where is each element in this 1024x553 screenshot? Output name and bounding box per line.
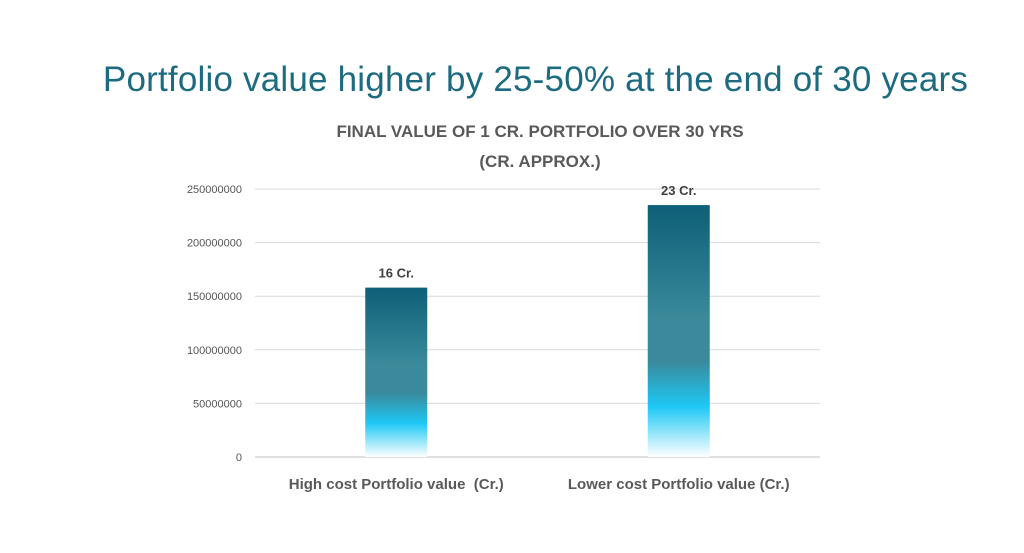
data-label: 23 Cr. bbox=[661, 183, 696, 198]
y-tick-label: 200000000 bbox=[187, 238, 242, 250]
y-tick-label: 250000000 bbox=[187, 184, 242, 196]
x-category-label: High cost Portfolio value (Cr.) bbox=[289, 476, 504, 493]
chart-subtitle: (CR. APPROX.) bbox=[479, 152, 600, 171]
y-tick-label: 0 bbox=[236, 452, 242, 464]
bar-2 bbox=[647, 205, 710, 457]
y-tick-label: 150000000 bbox=[187, 291, 242, 303]
bar-1 bbox=[365, 287, 428, 457]
slide-title: Portfolio value higher by 25-50% at the … bbox=[102, 60, 969, 99]
y-tick-label: 50000000 bbox=[193, 398, 242, 410]
chart-title: FINAL VALUE OF 1 CR. PORTFOLIO OVER 30 Y… bbox=[336, 122, 743, 141]
x-category-label: Lower cost Portfolio value (Cr.) bbox=[568, 476, 790, 493]
data-label: 16 Cr. bbox=[379, 266, 414, 281]
y-tick-label: 100000000 bbox=[187, 345, 242, 357]
